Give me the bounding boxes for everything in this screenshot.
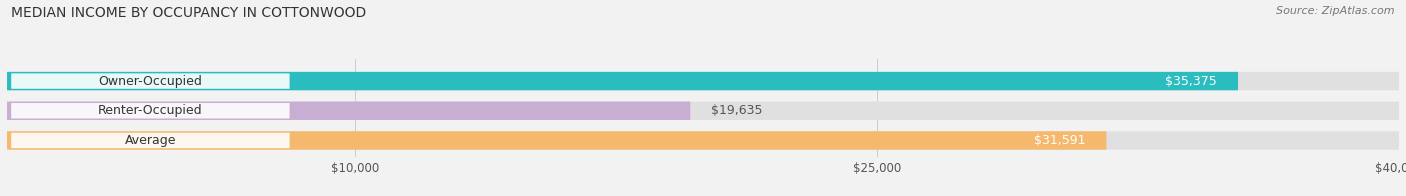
FancyBboxPatch shape [11,73,290,89]
Text: $19,635: $19,635 [711,104,762,117]
FancyBboxPatch shape [7,72,1239,90]
Text: Source: ZipAtlas.com: Source: ZipAtlas.com [1277,6,1395,16]
FancyBboxPatch shape [7,131,1399,150]
FancyBboxPatch shape [7,102,690,120]
FancyBboxPatch shape [7,102,1399,120]
Text: Average: Average [125,134,176,147]
FancyBboxPatch shape [11,103,290,119]
Text: Renter-Occupied: Renter-Occupied [98,104,202,117]
Text: Owner-Occupied: Owner-Occupied [98,74,202,88]
FancyBboxPatch shape [11,133,290,148]
FancyBboxPatch shape [7,131,1107,150]
FancyBboxPatch shape [7,72,1399,90]
Text: $35,375: $35,375 [1166,74,1218,88]
Text: $31,591: $31,591 [1033,134,1085,147]
Text: MEDIAN INCOME BY OCCUPANCY IN COTTONWOOD: MEDIAN INCOME BY OCCUPANCY IN COTTONWOOD [11,6,367,20]
